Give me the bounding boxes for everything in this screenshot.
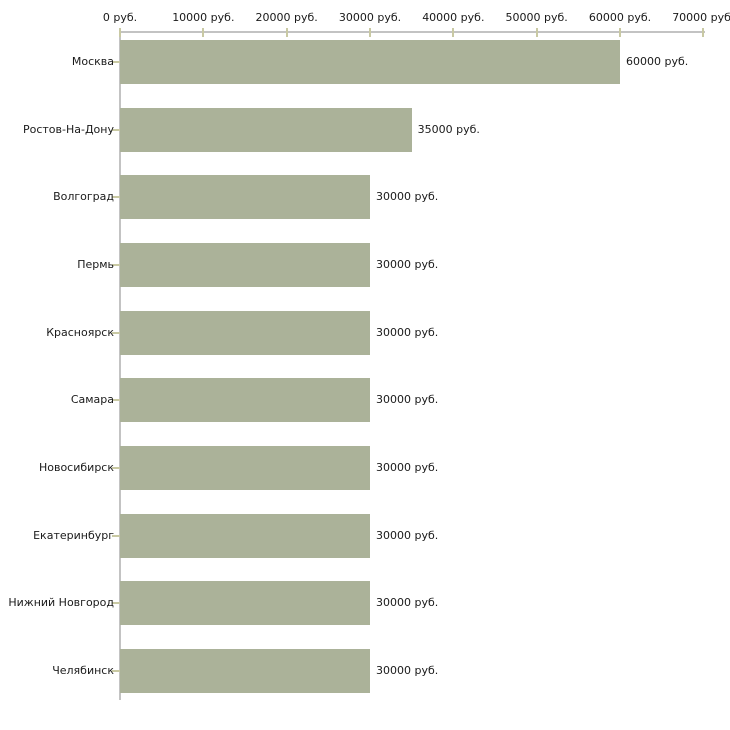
value-label: 60000 руб. (625, 55, 689, 68)
category-tick-mark (112, 264, 120, 266)
value-label: 30000 руб. (375, 664, 439, 678)
value-label: 30000 руб. (375, 461, 439, 475)
category-tick-mark (112, 399, 120, 402)
y-axis-line (119, 31, 121, 700)
category-label: Волгоград (53, 190, 114, 204)
bar (120, 446, 370, 491)
value-label: 30000 руб. (375, 325, 439, 339)
category-tick-mark (112, 196, 120, 199)
category-label: Самара (70, 393, 114, 407)
category-tick-mark (112, 61, 120, 63)
bar (120, 581, 370, 626)
category-label: Москва (71, 55, 114, 68)
x-tick-label: 30000 руб. (338, 11, 402, 24)
bar (120, 513, 370, 558)
category-tick-mark (112, 128, 120, 131)
x-tick-mark (119, 28, 121, 37)
x-tick-label: 0 руб. (102, 11, 138, 24)
x-tick-mark (702, 28, 705, 37)
value-label: 30000 руб. (375, 190, 439, 204)
value-label: 30000 руб. (375, 596, 439, 610)
x-tick-mark (452, 28, 455, 37)
bar (120, 107, 412, 152)
category-tick-mark (112, 670, 120, 673)
category-label: Ростов-На-Дону (22, 122, 114, 136)
category-label: Нижний Новгород (8, 596, 114, 610)
x-tick-label: 40000 руб. (422, 11, 485, 24)
value-label: 30000 руб. (375, 393, 439, 407)
bar (120, 175, 370, 220)
category-label: Пермь (77, 258, 114, 271)
x-tick-label: 70000 руб. (672, 11, 730, 24)
category-tick-mark (112, 602, 120, 605)
x-axis-line (120, 31, 705, 33)
value-label: 35000 руб. (417, 122, 480, 136)
x-tick-label: 50000 руб. (505, 11, 568, 24)
x-tick-mark (368, 28, 371, 37)
category-tick-mark (112, 331, 120, 334)
bar (120, 243, 370, 287)
category-label: Челябинск (52, 664, 114, 678)
category-label: Новосибирск (38, 461, 114, 475)
x-tick-label: 10000 руб. (172, 11, 235, 24)
category-tick-mark (112, 467, 120, 470)
value-label: 30000 руб. (375, 258, 439, 271)
category-tick-mark (112, 534, 120, 537)
bar (120, 378, 370, 423)
x-tick-mark (535, 28, 538, 37)
bar (120, 40, 620, 84)
x-tick-label: 20000 руб. (255, 11, 318, 24)
x-tick-mark (202, 28, 205, 37)
x-tick-mark (285, 28, 288, 37)
bar (120, 310, 370, 355)
bar (120, 649, 370, 694)
category-label: Красноярск (46, 325, 114, 339)
value-label: 30000 руб. (375, 528, 439, 542)
x-tick-mark (618, 28, 621, 37)
x-tick-label: 60000 руб. (588, 11, 652, 24)
category-label: Екатеринбург (33, 528, 114, 542)
